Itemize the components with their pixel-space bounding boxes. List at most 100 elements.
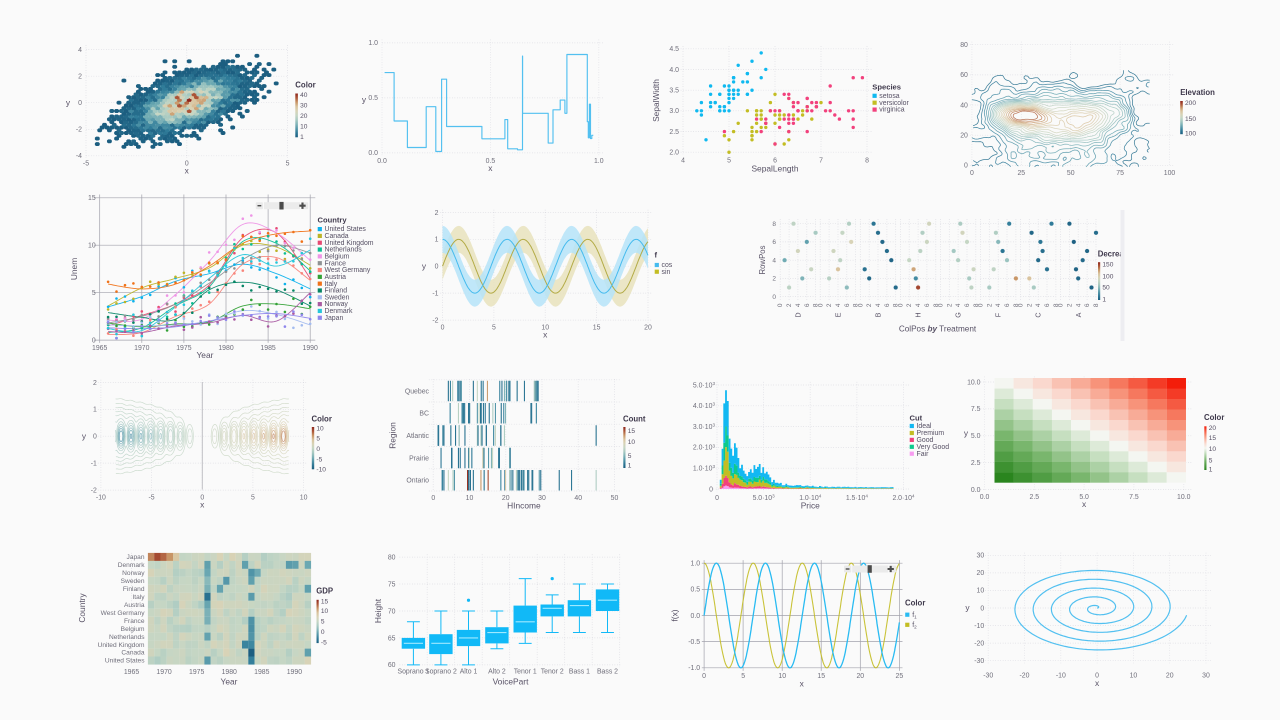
svg-text:6: 6 — [1044, 303, 1051, 307]
svg-text:5.0: 5.0 — [971, 433, 981, 440]
svg-text:Country: Country — [318, 216, 348, 225]
svg-text:Canada: Canada — [325, 233, 349, 240]
svg-text:0: 0 — [435, 264, 439, 271]
svg-text:Bass 2: Bass 2 — [597, 669, 618, 676]
svg-text:10: 10 — [321, 608, 329, 615]
svg-text:1975: 1975 — [176, 345, 191, 352]
svg-text:0.5: 0.5 — [486, 158, 496, 165]
svg-text:0: 0 — [1018, 303, 1025, 307]
svg-text:Species: Species — [872, 83, 901, 92]
svg-text:-2: -2 — [91, 487, 97, 494]
svg-text:3.5: 3.5 — [669, 87, 679, 94]
svg-text:Region: Region — [388, 422, 398, 449]
svg-text:-1.0: -1.0 — [688, 665, 700, 672]
svg-text:2: 2 — [1026, 303, 1033, 307]
svg-text:25: 25 — [896, 673, 904, 680]
svg-text:-30: -30 — [983, 673, 993, 680]
svg-text:5: 5 — [741, 673, 745, 680]
svg-text:United Kingdom: United Kingdom — [98, 642, 145, 649]
svg-text:100: 100 — [1185, 131, 1196, 138]
svg-text:C: C — [1034, 312, 1043, 317]
svg-text:2.0: 2.0 — [669, 150, 679, 157]
svg-text:60: 60 — [388, 662, 396, 669]
svg-text:7.5: 7.5 — [1129, 494, 1139, 501]
svg-text:D: D — [793, 312, 802, 317]
svg-text:8: 8 — [853, 303, 860, 307]
svg-text:1: 1 — [1209, 466, 1213, 473]
svg-text:G: G — [954, 312, 963, 318]
svg-text:Sweden: Sweden — [325, 294, 350, 301]
svg-text:20: 20 — [644, 324, 652, 331]
svg-text:f2: f2 — [912, 622, 917, 630]
svg-text:y: y — [965, 603, 970, 613]
svg-text:0: 0 — [980, 605, 984, 612]
svg-text:8: 8 — [813, 303, 820, 307]
svg-text:8: 8 — [1013, 303, 1020, 307]
svg-text:15: 15 — [628, 428, 636, 435]
svg-text:-0.5: -0.5 — [688, 639, 700, 646]
svg-text:Canada: Canada — [121, 650, 144, 657]
svg-text:United States: United States — [325, 226, 367, 233]
svg-text:2: 2 — [1066, 303, 1073, 307]
svg-text:-5: -5 — [83, 161, 89, 168]
svg-text:0: 0 — [817, 303, 824, 307]
svg-text:10: 10 — [300, 494, 308, 501]
svg-text:150: 150 — [1102, 262, 1113, 269]
svg-text:50: 50 — [1102, 285, 1110, 292]
svg-text:1990: 1990 — [287, 669, 302, 676]
svg-text:100: 100 — [1102, 273, 1113, 280]
svg-text:5: 5 — [316, 436, 320, 443]
svg-text:20: 20 — [1166, 673, 1174, 680]
svg-text:0: 0 — [970, 170, 974, 177]
svg-text:0: 0 — [1095, 673, 1099, 680]
svg-text:65: 65 — [388, 635, 396, 642]
svg-text:5: 5 — [1209, 457, 1213, 464]
svg-text:Atlantic: Atlantic — [406, 433, 429, 440]
svg-text:f: f — [655, 251, 658, 260]
svg-text:50: 50 — [1067, 170, 1075, 177]
svg-text:x: x — [488, 163, 493, 173]
svg-text:2.0·104: 2.0·104 — [892, 494, 915, 502]
svg-text:10: 10 — [977, 588, 985, 595]
svg-text:Elevation: Elevation — [1180, 88, 1215, 97]
svg-text:France: France — [124, 618, 145, 625]
svg-text:20: 20 — [1209, 425, 1217, 432]
svg-text:Color: Color — [1204, 413, 1224, 422]
svg-text:75: 75 — [388, 581, 396, 588]
svg-text:0: 0 — [709, 486, 713, 493]
svg-text:0: 0 — [321, 629, 325, 636]
svg-text:2: 2 — [435, 210, 439, 217]
svg-text:7: 7 — [819, 157, 823, 164]
svg-text:1: 1 — [93, 407, 97, 414]
svg-text:1.5·104: 1.5·104 — [846, 494, 869, 502]
svg-text:10: 10 — [466, 495, 474, 502]
svg-text:Height: Height — [373, 598, 383, 623]
svg-text:5.0·103: 5.0·103 — [753, 494, 776, 502]
svg-text:Finland: Finland — [325, 288, 348, 295]
svg-text:Finland: Finland — [123, 586, 145, 593]
svg-text:Tenor 2: Tenor 2 — [541, 669, 564, 676]
svg-text:150: 150 — [1185, 116, 1196, 123]
svg-text:4: 4 — [795, 303, 802, 307]
svg-text:SepalWidth: SepalWidth — [651, 79, 661, 122]
svg-text:Count: Count — [623, 415, 646, 424]
svg-text:4: 4 — [772, 257, 776, 264]
svg-text:0: 0 — [441, 324, 445, 331]
svg-text:Price: Price — [801, 501, 820, 511]
svg-text:2.5: 2.5 — [669, 129, 679, 136]
svg-text:y: y — [964, 428, 969, 438]
svg-text:8: 8 — [973, 303, 980, 307]
svg-text:1985: 1985 — [254, 669, 269, 676]
svg-text:1980: 1980 — [222, 669, 237, 676]
svg-text:Ontario: Ontario — [406, 478, 429, 485]
svg-text:10: 10 — [1130, 673, 1138, 680]
svg-text:1980: 1980 — [218, 345, 233, 352]
svg-text:2: 2 — [772, 276, 776, 283]
svg-text:Decrea: Decrea — [1098, 249, 1125, 258]
svg-text:2: 2 — [906, 303, 913, 307]
svg-text:50: 50 — [611, 495, 619, 502]
svg-text:x: x — [1095, 678, 1100, 688]
svg-text:Quebec: Quebec — [405, 388, 430, 395]
svg-text:United Kingdom: United Kingdom — [325, 240, 374, 247]
svg-text:Denmark: Denmark — [118, 562, 145, 569]
